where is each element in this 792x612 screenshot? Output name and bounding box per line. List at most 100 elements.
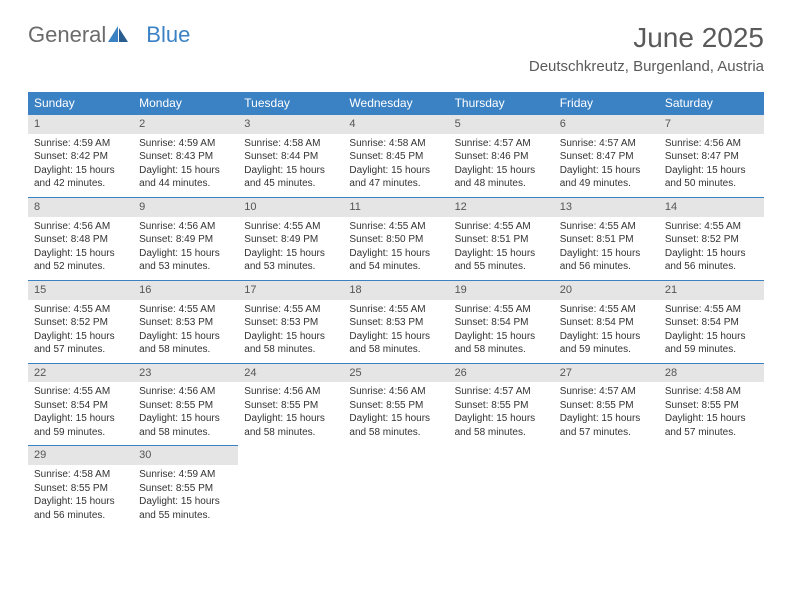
calendar-cell: 24Sunrise: 4:56 AMSunset: 8:55 PMDayligh… (238, 363, 343, 446)
day-line-day2: and 58 minutes. (139, 343, 232, 357)
day-line-sunset: Sunset: 8:49 PM (139, 233, 232, 247)
day-details: Sunrise: 4:56 AMSunset: 8:55 PMDaylight:… (343, 385, 448, 439)
day-details: Sunrise: 4:55 AMSunset: 8:52 PMDaylight:… (28, 303, 133, 357)
calendar-cell: 9Sunrise: 4:56 AMSunset: 8:49 PMDaylight… (133, 197, 238, 280)
day-line-sunrise: Sunrise: 4:55 AM (34, 303, 127, 317)
day-line-day1: Daylight: 15 hours (560, 247, 653, 261)
weekday-header: Monday (133, 92, 238, 114)
calendar-cell: 26Sunrise: 4:57 AMSunset: 8:55 PMDayligh… (449, 363, 554, 446)
day-line-sunrise: Sunrise: 4:56 AM (139, 385, 232, 399)
day-number: 17 (238, 281, 343, 300)
day-line-sunrise: Sunrise: 4:57 AM (455, 385, 548, 399)
day-line-day1: Daylight: 15 hours (34, 164, 127, 178)
day-line-day2: and 58 minutes. (349, 343, 442, 357)
day-number: 4 (343, 115, 448, 134)
day-line-day2: and 55 minutes. (455, 260, 548, 274)
day-details: Sunrise: 4:57 AMSunset: 8:55 PMDaylight:… (554, 385, 659, 439)
calendar-cell: 29Sunrise: 4:58 AMSunset: 8:55 PMDayligh… (28, 445, 133, 528)
day-line-sunset: Sunset: 8:54 PM (455, 316, 548, 330)
calendar-cell: 15Sunrise: 4:55 AMSunset: 8:52 PMDayligh… (28, 280, 133, 363)
page-title: June 2025 (529, 22, 764, 54)
day-line-sunset: Sunset: 8:43 PM (139, 150, 232, 164)
day-details: Sunrise: 4:59 AMSunset: 8:42 PMDaylight:… (28, 137, 133, 191)
day-line-day2: and 55 minutes. (139, 509, 232, 523)
day-line-day2: and 57 minutes. (560, 426, 653, 440)
day-line-sunset: Sunset: 8:47 PM (560, 150, 653, 164)
calendar-cell: 4Sunrise: 4:58 AMSunset: 8:45 PMDaylight… (343, 114, 448, 197)
day-line-day2: and 57 minutes. (34, 343, 127, 357)
calendar-cell: 12Sunrise: 4:55 AMSunset: 8:51 PMDayligh… (449, 197, 554, 280)
calendar-cell: 27Sunrise: 4:57 AMSunset: 8:55 PMDayligh… (554, 363, 659, 446)
logo: General Blue (28, 22, 190, 50)
day-line-day1: Daylight: 15 hours (455, 247, 548, 261)
day-line-sunrise: Sunrise: 4:55 AM (139, 303, 232, 317)
day-number: 24 (238, 364, 343, 383)
calendar-cell: 20Sunrise: 4:55 AMSunset: 8:54 PMDayligh… (554, 280, 659, 363)
day-details: Sunrise: 4:55 AMSunset: 8:50 PMDaylight:… (343, 220, 448, 274)
day-line-day1: Daylight: 15 hours (349, 330, 442, 344)
day-line-sunrise: Sunrise: 4:55 AM (455, 220, 548, 234)
day-details: Sunrise: 4:55 AMSunset: 8:54 PMDaylight:… (449, 303, 554, 357)
calendar-cell: 23Sunrise: 4:56 AMSunset: 8:55 PMDayligh… (133, 363, 238, 446)
day-line-sunrise: Sunrise: 4:58 AM (34, 468, 127, 482)
calendar-cell (449, 445, 554, 528)
day-details: Sunrise: 4:55 AMSunset: 8:54 PMDaylight:… (659, 303, 764, 357)
day-line-sunrise: Sunrise: 4:59 AM (139, 468, 232, 482)
day-line-sunset: Sunset: 8:55 PM (560, 399, 653, 413)
day-number: 25 (343, 364, 448, 383)
weekday-header: Sunday (28, 92, 133, 114)
calendar-cell: 2Sunrise: 4:59 AMSunset: 8:43 PMDaylight… (133, 114, 238, 197)
day-line-sunset: Sunset: 8:55 PM (139, 399, 232, 413)
calendar-cell: 30Sunrise: 4:59 AMSunset: 8:55 PMDayligh… (133, 445, 238, 528)
logo-text-general: General (28, 22, 106, 48)
day-line-sunset: Sunset: 8:51 PM (560, 233, 653, 247)
day-line-sunrise: Sunrise: 4:56 AM (244, 385, 337, 399)
day-line-sunset: Sunset: 8:53 PM (139, 316, 232, 330)
day-line-sunrise: Sunrise: 4:58 AM (244, 137, 337, 151)
day-line-day2: and 58 minutes. (244, 426, 337, 440)
day-number: 16 (133, 281, 238, 300)
calendar-cell (343, 445, 448, 528)
day-line-sunrise: Sunrise: 4:59 AM (34, 137, 127, 151)
day-line-sunrise: Sunrise: 4:55 AM (665, 220, 758, 234)
day-details: Sunrise: 4:58 AMSunset: 8:55 PMDaylight:… (28, 468, 133, 522)
day-details: Sunrise: 4:55 AMSunset: 8:53 PMDaylight:… (238, 303, 343, 357)
day-line-sunset: Sunset: 8:47 PM (665, 150, 758, 164)
location-text: Deutschkreutz, Burgenland, Austria (529, 58, 764, 75)
calendar-cell (238, 445, 343, 528)
day-line-sunset: Sunset: 8:42 PM (34, 150, 127, 164)
day-line-sunset: Sunset: 8:46 PM (455, 150, 548, 164)
day-line-sunset: Sunset: 8:52 PM (34, 316, 127, 330)
day-line-day1: Daylight: 15 hours (560, 330, 653, 344)
calendar-cell: 8Sunrise: 4:56 AMSunset: 8:48 PMDaylight… (28, 197, 133, 280)
day-line-day1: Daylight: 15 hours (244, 247, 337, 261)
day-line-day1: Daylight: 15 hours (34, 412, 127, 426)
calendar-cell: 22Sunrise: 4:55 AMSunset: 8:54 PMDayligh… (28, 363, 133, 446)
day-line-day2: and 52 minutes. (34, 260, 127, 274)
day-line-day2: and 58 minutes. (349, 426, 442, 440)
day-line-sunset: Sunset: 8:54 PM (665, 316, 758, 330)
day-line-sunrise: Sunrise: 4:55 AM (560, 220, 653, 234)
weekday-header: Wednesday (343, 92, 448, 114)
day-details: Sunrise: 4:59 AMSunset: 8:43 PMDaylight:… (133, 137, 238, 191)
day-line-day2: and 58 minutes. (455, 426, 548, 440)
calendar-cell: 11Sunrise: 4:55 AMSunset: 8:50 PMDayligh… (343, 197, 448, 280)
day-details: Sunrise: 4:55 AMSunset: 8:49 PMDaylight:… (238, 220, 343, 274)
day-details: Sunrise: 4:55 AMSunset: 8:52 PMDaylight:… (659, 220, 764, 274)
day-line-day2: and 56 minutes. (665, 260, 758, 274)
day-line-sunset: Sunset: 8:55 PM (665, 399, 758, 413)
day-line-day1: Daylight: 15 hours (244, 412, 337, 426)
logo-sail-icon (108, 22, 128, 48)
day-number: 30 (133, 446, 238, 465)
day-line-day2: and 53 minutes. (139, 260, 232, 274)
calendar-cell: 10Sunrise: 4:55 AMSunset: 8:49 PMDayligh… (238, 197, 343, 280)
day-number: 20 (554, 281, 659, 300)
day-number: 8 (28, 198, 133, 217)
day-line-day2: and 42 minutes. (34, 177, 127, 191)
calendar-cell: 6Sunrise: 4:57 AMSunset: 8:47 PMDaylight… (554, 114, 659, 197)
day-details: Sunrise: 4:55 AMSunset: 8:51 PMDaylight:… (554, 220, 659, 274)
day-line-day1: Daylight: 15 hours (139, 247, 232, 261)
calendar-cell: 5Sunrise: 4:57 AMSunset: 8:46 PMDaylight… (449, 114, 554, 197)
day-line-sunset: Sunset: 8:53 PM (244, 316, 337, 330)
day-details: Sunrise: 4:55 AMSunset: 8:53 PMDaylight:… (133, 303, 238, 357)
